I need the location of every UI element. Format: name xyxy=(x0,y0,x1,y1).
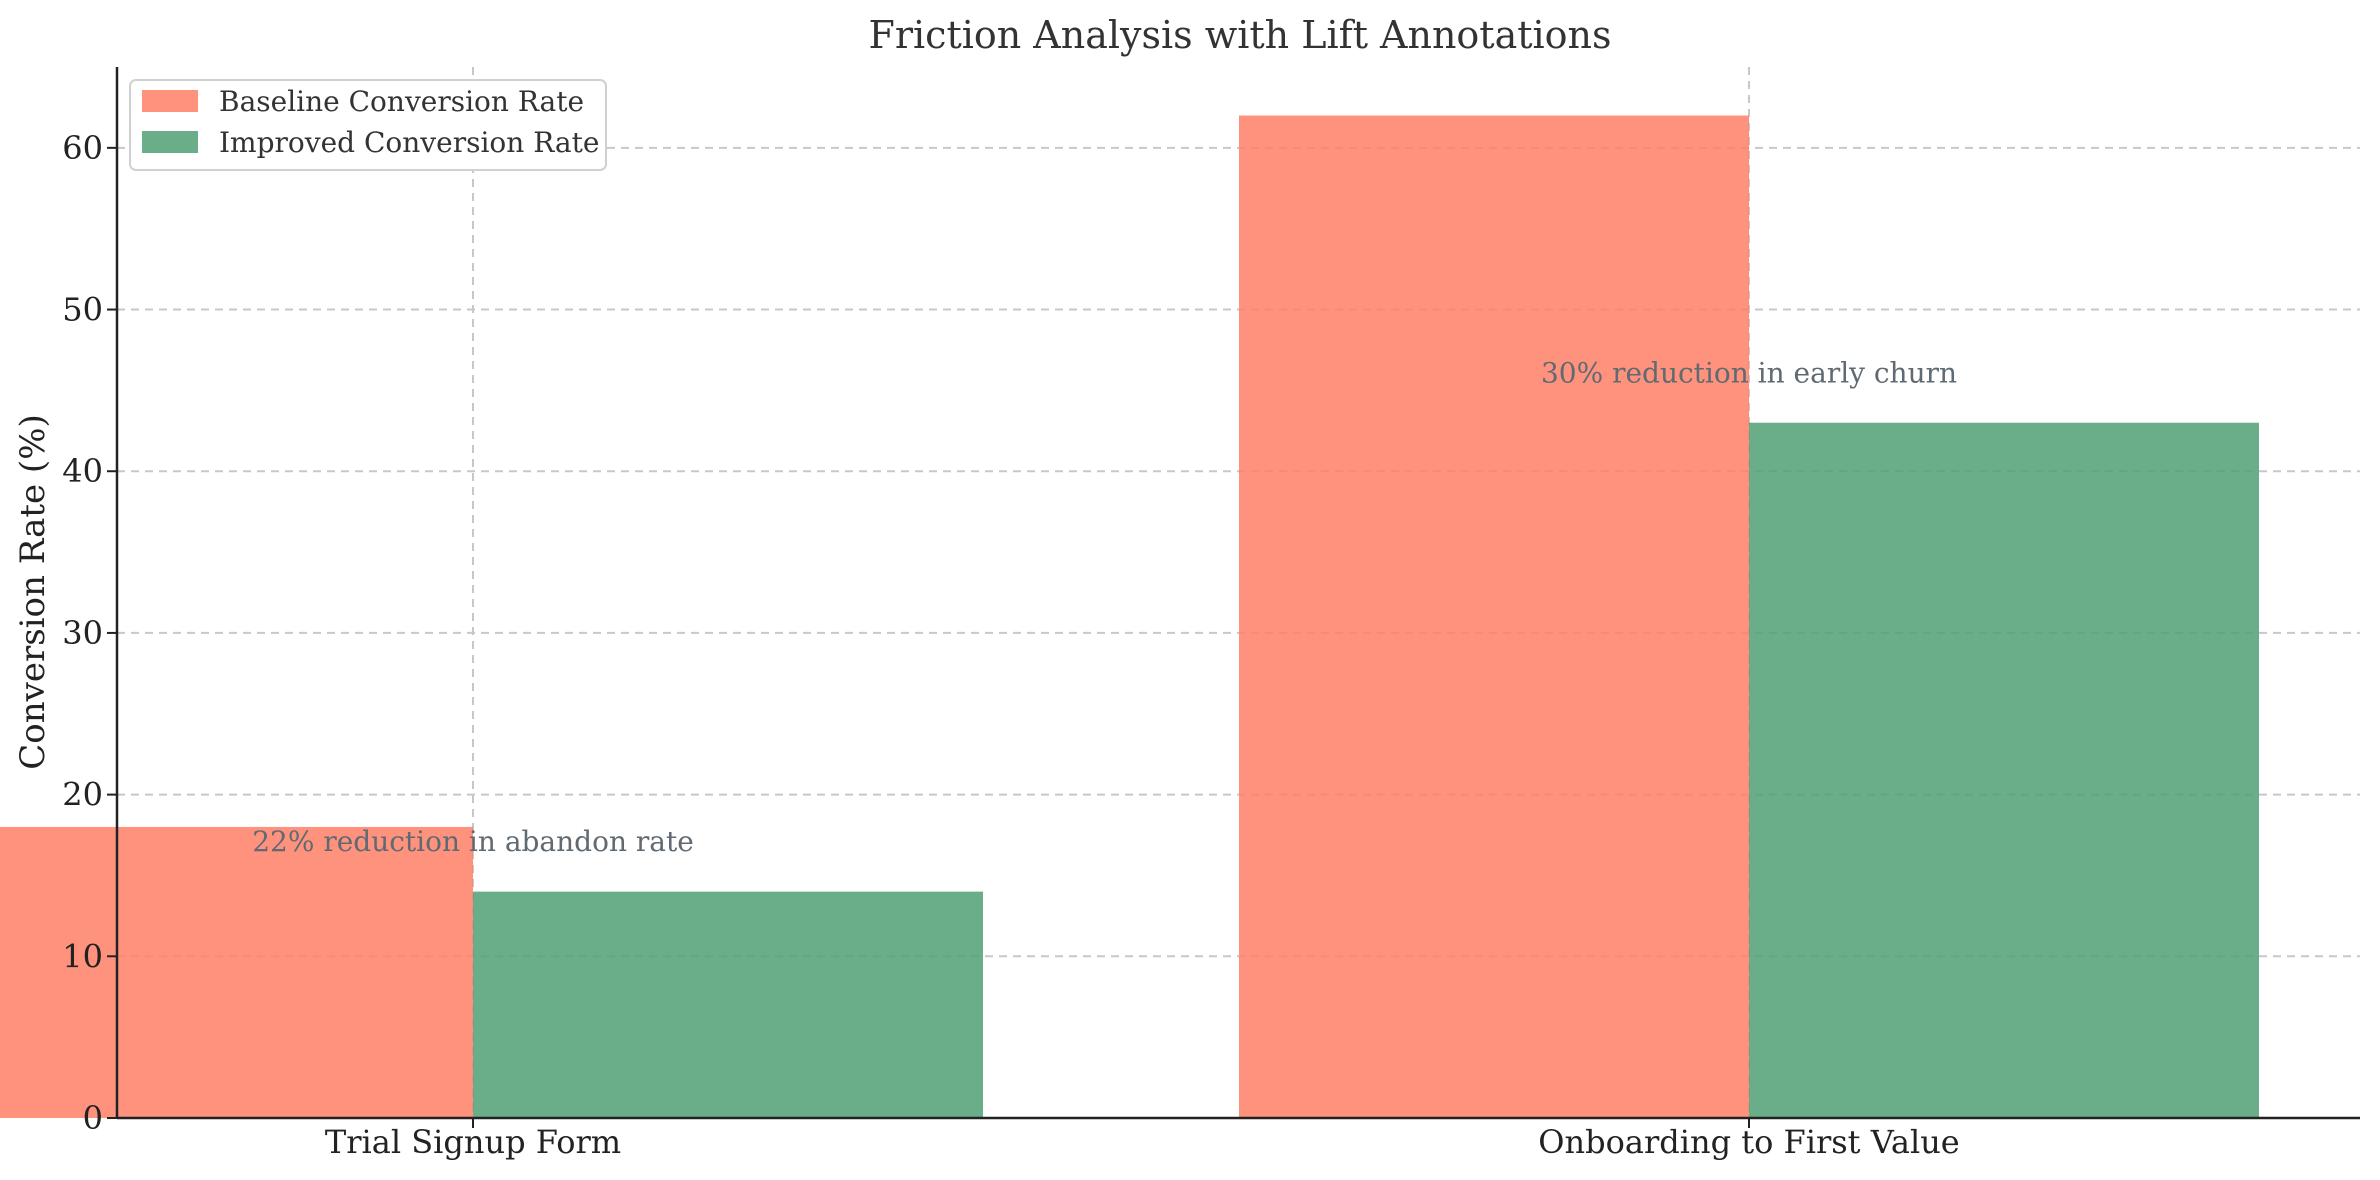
bar-improved-trial-signup-form xyxy=(473,891,983,1118)
axes: 0 10 20 30 40 50 60 Trial Signup Form Onboarding… xyxy=(62,67,2360,1161)
legend: Baseline Conversion Rate Improved Convers… xyxy=(129,79,607,171)
y-tick-label: 10 xyxy=(62,937,103,975)
lift-annotation: 30% reduction in early churn xyxy=(1541,356,1957,389)
y-tick-label: 0 xyxy=(83,1099,103,1137)
y-tick-label: 50 xyxy=(62,291,103,329)
y-tick-label: 40 xyxy=(62,452,103,490)
bar-baseline-onboarding-to-first-value xyxy=(1239,115,1749,1118)
legend-swatch-improved xyxy=(142,131,198,153)
x-tick-label: Onboarding to First Value xyxy=(1538,1123,1959,1161)
chart-title: Friction Analysis with Lift Annotations xyxy=(868,13,1611,57)
y-axis-title: Conversion Rate (%) xyxy=(13,414,53,770)
legend-box xyxy=(129,79,607,171)
legend-label-baseline: Baseline Conversion Rate xyxy=(219,85,584,118)
y-tick-label: 20 xyxy=(62,776,103,814)
bars xyxy=(0,115,2259,1118)
bar-baseline-trial-signup-form xyxy=(0,826,473,1118)
annotations: 22% reduction in abandon rate 30% reducti… xyxy=(252,356,1957,858)
lift-annotation: 22% reduction in abandon rate xyxy=(252,825,694,858)
y-tick-label: 30 xyxy=(62,614,103,652)
bar-improved-onboarding-to-first-value xyxy=(1749,422,2259,1118)
legend-label-improved: Improved Conversion Rate xyxy=(219,126,599,159)
y-tick-label: 60 xyxy=(62,129,103,167)
x-tick-label: Trial Signup Form xyxy=(325,1123,621,1161)
legend-swatch-baseline xyxy=(142,90,198,112)
